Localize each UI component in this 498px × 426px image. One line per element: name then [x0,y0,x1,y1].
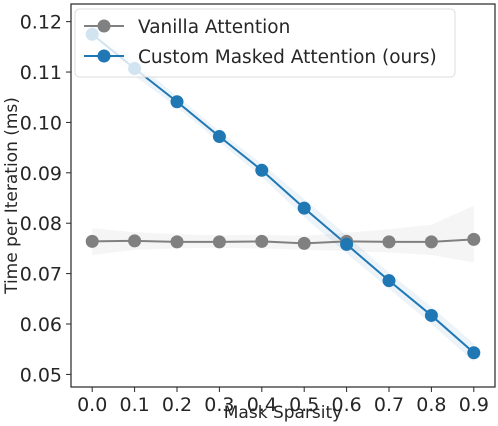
y-tick-label: 0.08 [20,213,62,235]
data-point-0 [85,234,99,248]
x-tick-label: 0.4 [247,394,277,416]
data-point-0 [297,236,311,250]
x-axis-ticks: 0.0 0.1 0.2 0.3 0.4 0.5 0.6 0.7 0.8 0.9 [77,387,489,416]
data-point-1 [424,308,438,322]
plot-frame [70,3,496,388]
x-tick-label: 0.8 [416,394,446,416]
y-axis-label: Time per Iteration (ms) [2,97,22,295]
legend-marker-0 [97,19,111,33]
x-tick-label: 0.7 [374,394,404,416]
data-point-1 [340,237,354,251]
data-point-0 [424,235,438,249]
x-tick-label: 0.3 [204,394,234,416]
y-tick-label: 0.05 [20,364,62,386]
y-tick-label: 0.11 [20,62,62,84]
data-point-1 [255,163,269,177]
y-tick-label: 0.07 [20,264,62,286]
data-point-1 [297,201,311,215]
x-tick-label: 0.6 [331,394,361,416]
data-point-0 [212,235,226,249]
x-tick-label: 0.2 [162,394,192,416]
y-tick-label: 0.06 [20,314,62,336]
y-tick-label: 0.09 [20,163,62,185]
data-point-0 [128,234,142,248]
legend: Vanilla Attention Custom Masked Attention… [74,8,456,78]
data-point-1 [467,346,481,360]
series-line-1 [91,33,475,354]
data-point-1 [212,130,226,144]
x-tick-label: 0.1 [119,394,149,416]
legend-marker-1 [97,49,111,63]
legend-box [74,8,456,78]
x-axis-label: Mask Sparsity [224,403,343,423]
y-tick-label: 0.12 [20,12,62,34]
legend-label-0: Vanilla Attention [138,17,290,38]
x-tick-label: 0.0 [77,394,107,416]
series-lines [91,33,475,354]
legend-label-1: Custom Masked Attention (ours) [138,47,437,68]
confidence-band-0 [92,205,474,263]
data-point-0 [255,234,269,248]
y-tick-label: 0.10 [20,112,62,134]
series-line-0 [92,238,474,245]
data-point-0 [467,232,481,246]
data-point-0 [170,235,184,249]
data-point-1 [382,274,396,288]
x-tick-label: 0.5 [289,394,319,416]
data-point-1 [170,95,184,109]
x-tick-label: 0.9 [459,394,489,416]
data-point-0 [382,235,396,249]
y-axis-ticks: 0.05 0.06 0.07 0.08 0.09 0.10 0.11 0.12 [20,12,71,386]
